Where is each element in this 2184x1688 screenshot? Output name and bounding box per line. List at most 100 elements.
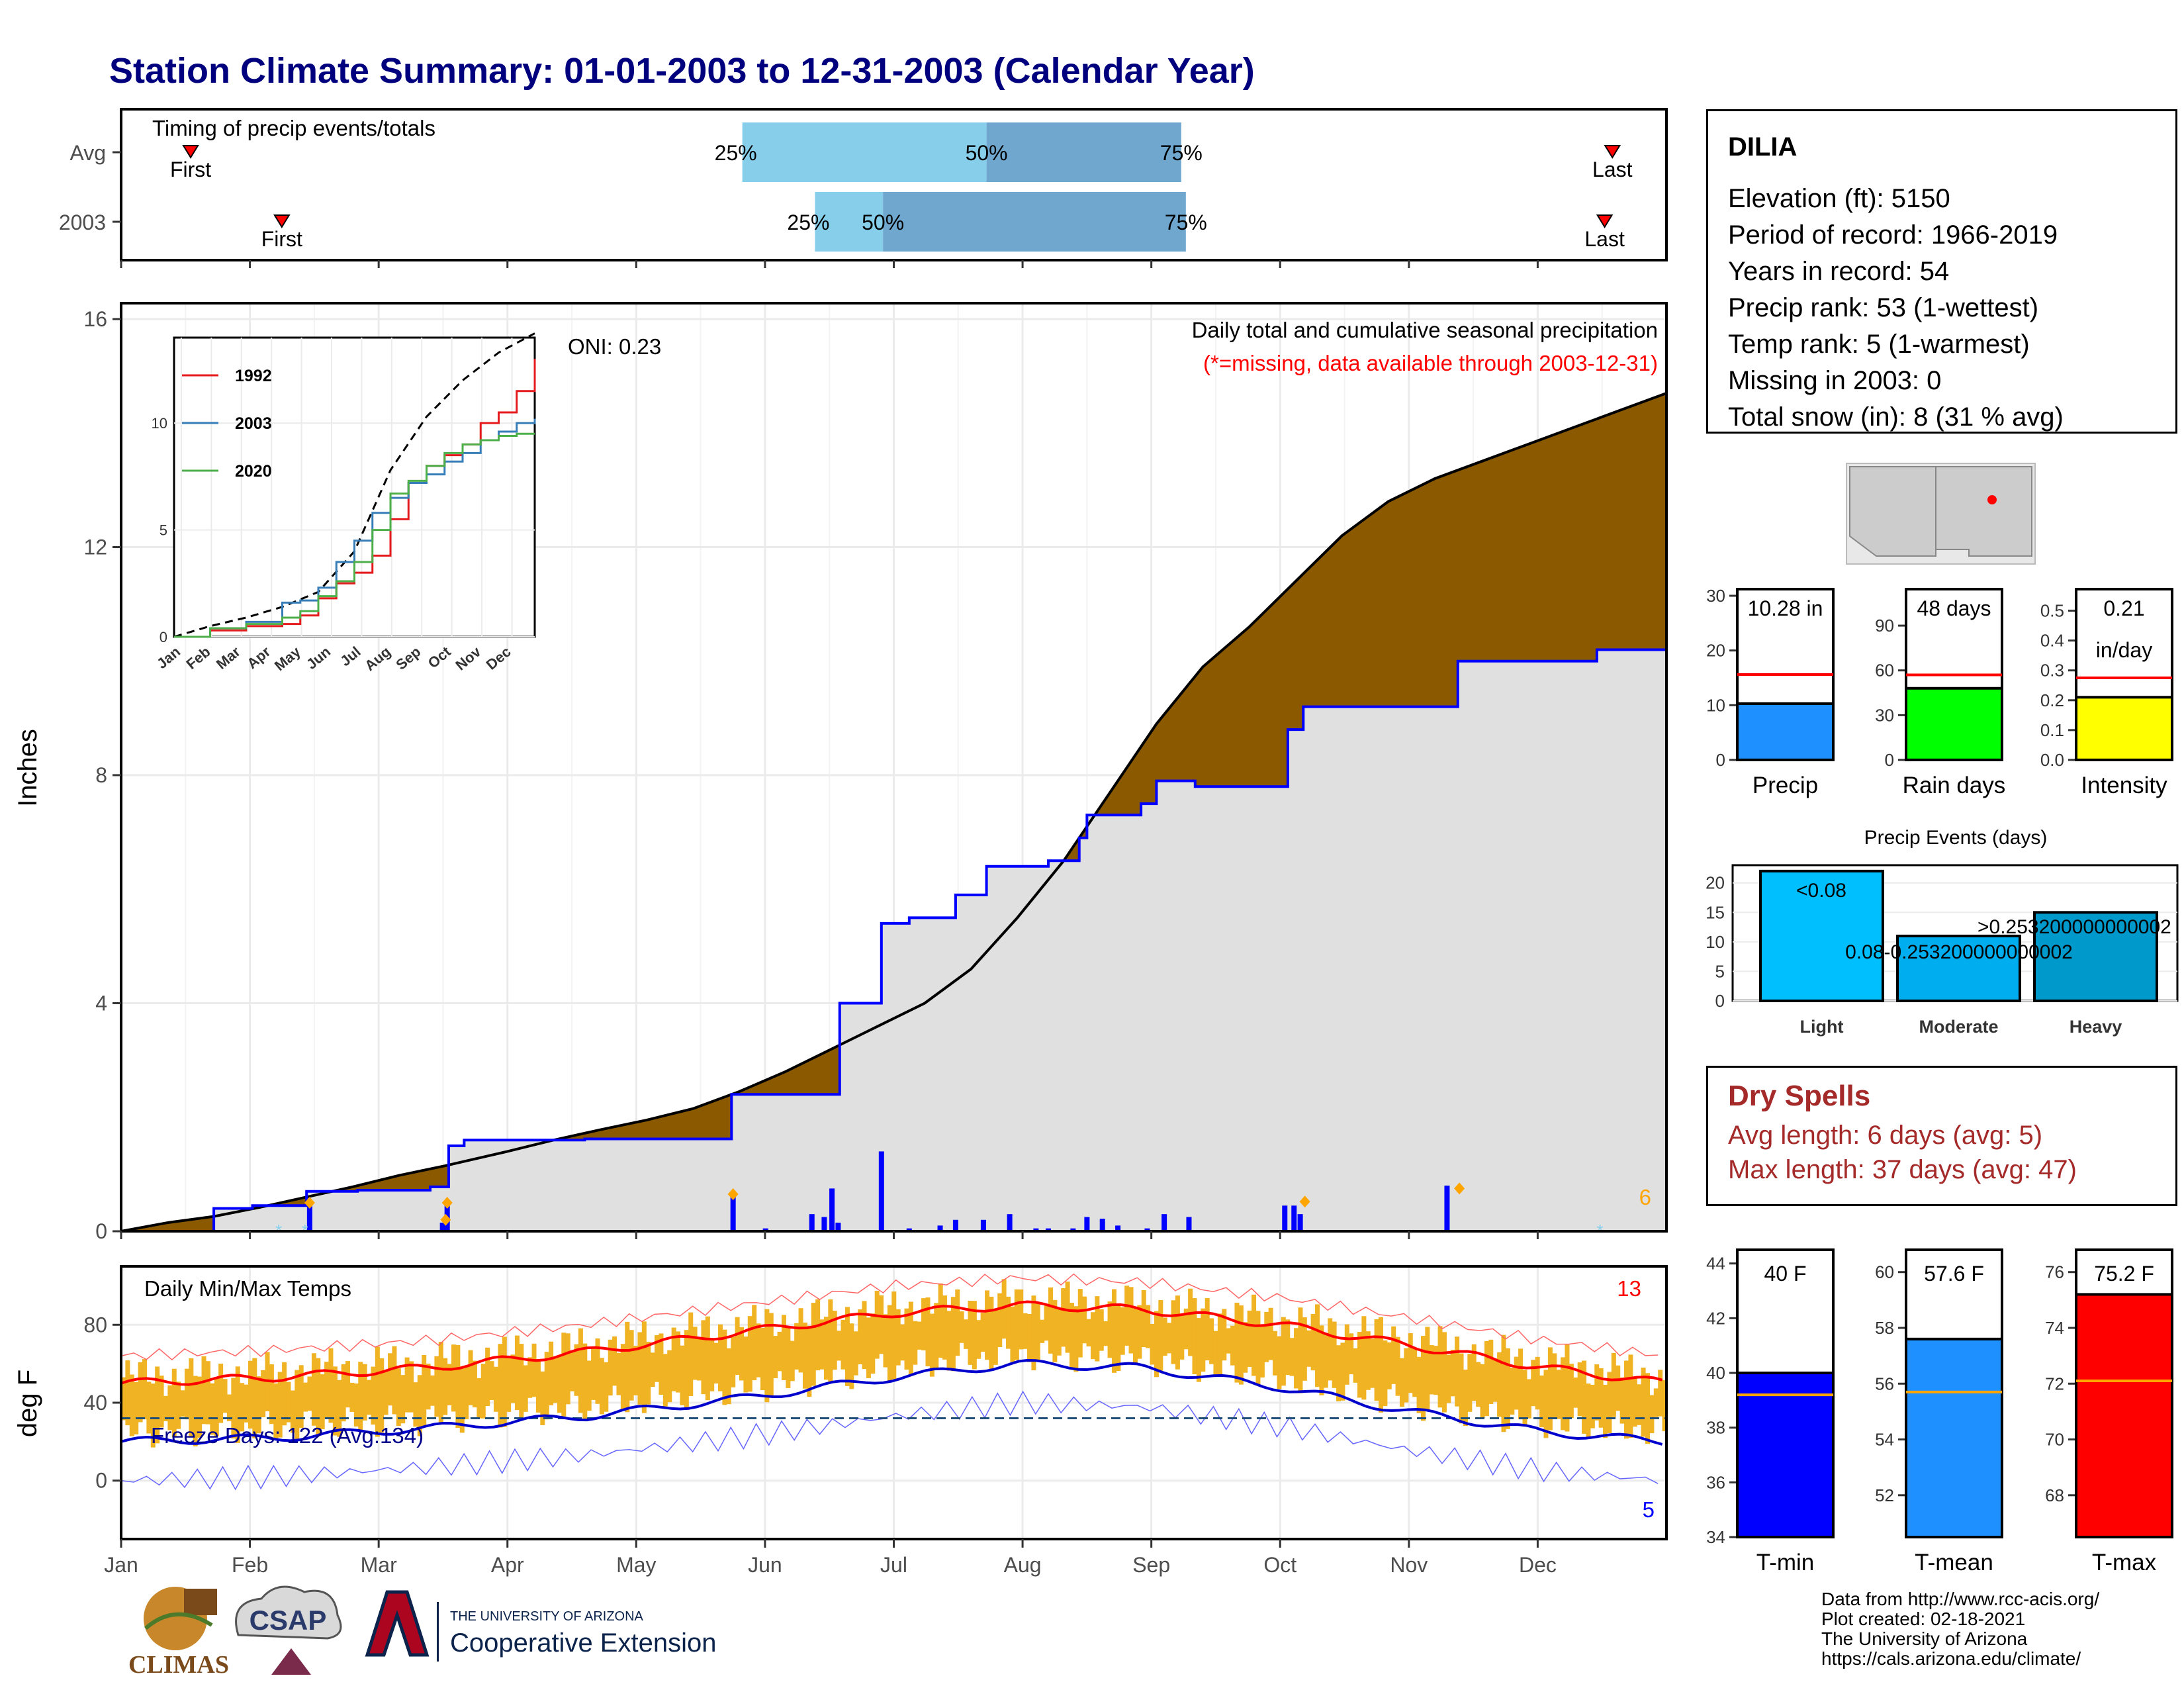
avg-cumulative-line (120, 392, 1667, 1233)
daily-temp-range-bar (794, 1323, 799, 1370)
daily-temp-range-bar (866, 1317, 871, 1378)
daily-temp-range-bar (392, 1346, 397, 1415)
daily-temp-range-bar (485, 1347, 490, 1407)
daily-temp-range-bar (853, 1331, 858, 1376)
daily-temp-range-bar (773, 1336, 778, 1379)
daily-precip-bar (762, 1228, 768, 1231)
daily-precip-bar (1099, 1219, 1105, 1231)
daily-temp-range-bar (1598, 1368, 1604, 1428)
temp-bar-y-tick-label: 68 (2045, 1485, 2064, 1505)
timing-last-label: Last (1584, 227, 1625, 251)
daily-temp-range-bar (244, 1384, 249, 1423)
temp-bar-y-tick-label: 76 (2045, 1262, 2064, 1282)
daily-temp-range-bar (1573, 1377, 1578, 1408)
daily-temp-range-bar (1179, 1313, 1185, 1360)
daily-temp-range-bar (582, 1343, 588, 1421)
daily-temp-range-bar (735, 1317, 740, 1375)
daily-temp-range-bar (883, 1314, 888, 1368)
daily-temp-range-bar (459, 1368, 465, 1433)
daily-temp-range-bar (320, 1374, 325, 1430)
daily-temp-range-bar (718, 1324, 723, 1391)
daily-temp-range-bar (862, 1301, 867, 1370)
daily-temp-range-bar (1425, 1327, 1430, 1410)
events-title: Precip Events (days) (1864, 827, 2048, 849)
daily-temp-range-bar (367, 1380, 372, 1415)
daily-temp-range-bar (747, 1316, 752, 1392)
daily-temp-range-bar (434, 1356, 439, 1417)
daily-temp-range-bar (205, 1361, 210, 1425)
daily-temp-range-bar (946, 1311, 952, 1371)
daily-temp-range-bar (1010, 1306, 1015, 1362)
daily-temp-range-bar (197, 1376, 203, 1438)
daily-temp-range-bar (709, 1339, 715, 1391)
daily-temp-range-bar (171, 1368, 177, 1438)
daily-temp-range-bar (231, 1378, 236, 1439)
daily-temp-range-bar (625, 1321, 630, 1413)
daily-temp-range-bar (409, 1361, 414, 1413)
temp-bar-value (1905, 1337, 2003, 1538)
daily-temp-range-bar (193, 1376, 198, 1447)
daily-temp-range-bar (1615, 1365, 1621, 1411)
daily-temp-range-bar (1158, 1299, 1163, 1371)
daily-temp-range-bar (527, 1357, 533, 1398)
daily-temp-range-bar (667, 1350, 672, 1403)
daily-temp-range-bar (633, 1345, 639, 1395)
daily-precip-bar (821, 1217, 827, 1231)
daily-temp-range-bar (531, 1343, 537, 1397)
daily-temp-range-bar (1328, 1318, 1333, 1381)
daily-temp-range-bar (756, 1323, 761, 1378)
temp-bar-y-tick-label: 38 (1706, 1418, 1725, 1438)
daily-temp-range-bar (1052, 1299, 1058, 1362)
temp-bar-y-tick-label: 58 (1875, 1318, 1894, 1338)
summary-y-tick-label: 30 (1875, 705, 1894, 725)
daily-temp-range-bar (298, 1365, 304, 1429)
daily-temp-range-bar (629, 1330, 634, 1401)
daily-temp-range-bar (549, 1341, 554, 1405)
daily-temp-range-bar (1132, 1309, 1138, 1364)
daily-temp-range-bar (214, 1378, 219, 1436)
daily-temp-range-bar (1213, 1331, 1218, 1376)
summary-y-tick-label: 20 (1706, 641, 1725, 661)
events-y-tick-label: 0 (1715, 991, 1725, 1011)
daily-temp-range-bar (1192, 1298, 1197, 1374)
daily-temp-range-bar (1565, 1344, 1570, 1432)
daily-temp-range-bar (1476, 1362, 1481, 1407)
temp-bar-value (1736, 1372, 1835, 1538)
station-name: DILIA (1728, 132, 1797, 162)
csap-mountain-shape (271, 1648, 311, 1675)
summary-bar-value (2075, 696, 2173, 761)
daily-temp-range-bar (1095, 1296, 1100, 1362)
daily-precip-bar (1444, 1186, 1450, 1231)
temp-bar-y-tick-label: 56 (1875, 1374, 1894, 1393)
daily-temp-range-bar (210, 1383, 215, 1435)
daily-temp-range-bar (684, 1330, 689, 1410)
daily-precip-bar (1084, 1217, 1090, 1231)
timing-first-label: First (261, 227, 302, 251)
daily-temp-range-bar (798, 1308, 803, 1373)
daily-temp-range-bar (1429, 1345, 1434, 1395)
daily-temp-range-bar (950, 1297, 956, 1372)
timing-first-label: First (170, 158, 211, 181)
daily-temp-range-bar (1463, 1370, 1468, 1427)
daily-temp-range-bar (1374, 1319, 1379, 1401)
timing-p50-label: 50% (966, 141, 1008, 165)
daily-temp-range-bar (1395, 1336, 1400, 1396)
daily-temp-range-bar (1111, 1289, 1116, 1373)
freeze-days-label: Freeze Days: 122 (Avg:134) (151, 1423, 424, 1448)
daily-temp-range-bar (895, 1309, 901, 1366)
daily-temp-range-bar (646, 1341, 651, 1405)
daily-temp-range-bar (1582, 1360, 1587, 1434)
daily-temp-range-bar (557, 1356, 562, 1413)
daily-temp-range-bar (1273, 1331, 1278, 1376)
daily-temp-range-bar (451, 1344, 456, 1412)
daily-temp-range-bar (379, 1358, 385, 1433)
daily-temp-range-bar (430, 1375, 435, 1406)
daily-temp-range-bar (1069, 1303, 1074, 1368)
daily-temp-range-bar (1077, 1289, 1083, 1358)
summary-bar-label: 0.21 (2103, 596, 2144, 620)
daily-temp-range-bar (1226, 1328, 1231, 1354)
daily-temp-range-bar (1150, 1323, 1155, 1365)
daily-temp-range-bar (282, 1362, 287, 1426)
daily-temp-range-bar (1154, 1311, 1159, 1378)
